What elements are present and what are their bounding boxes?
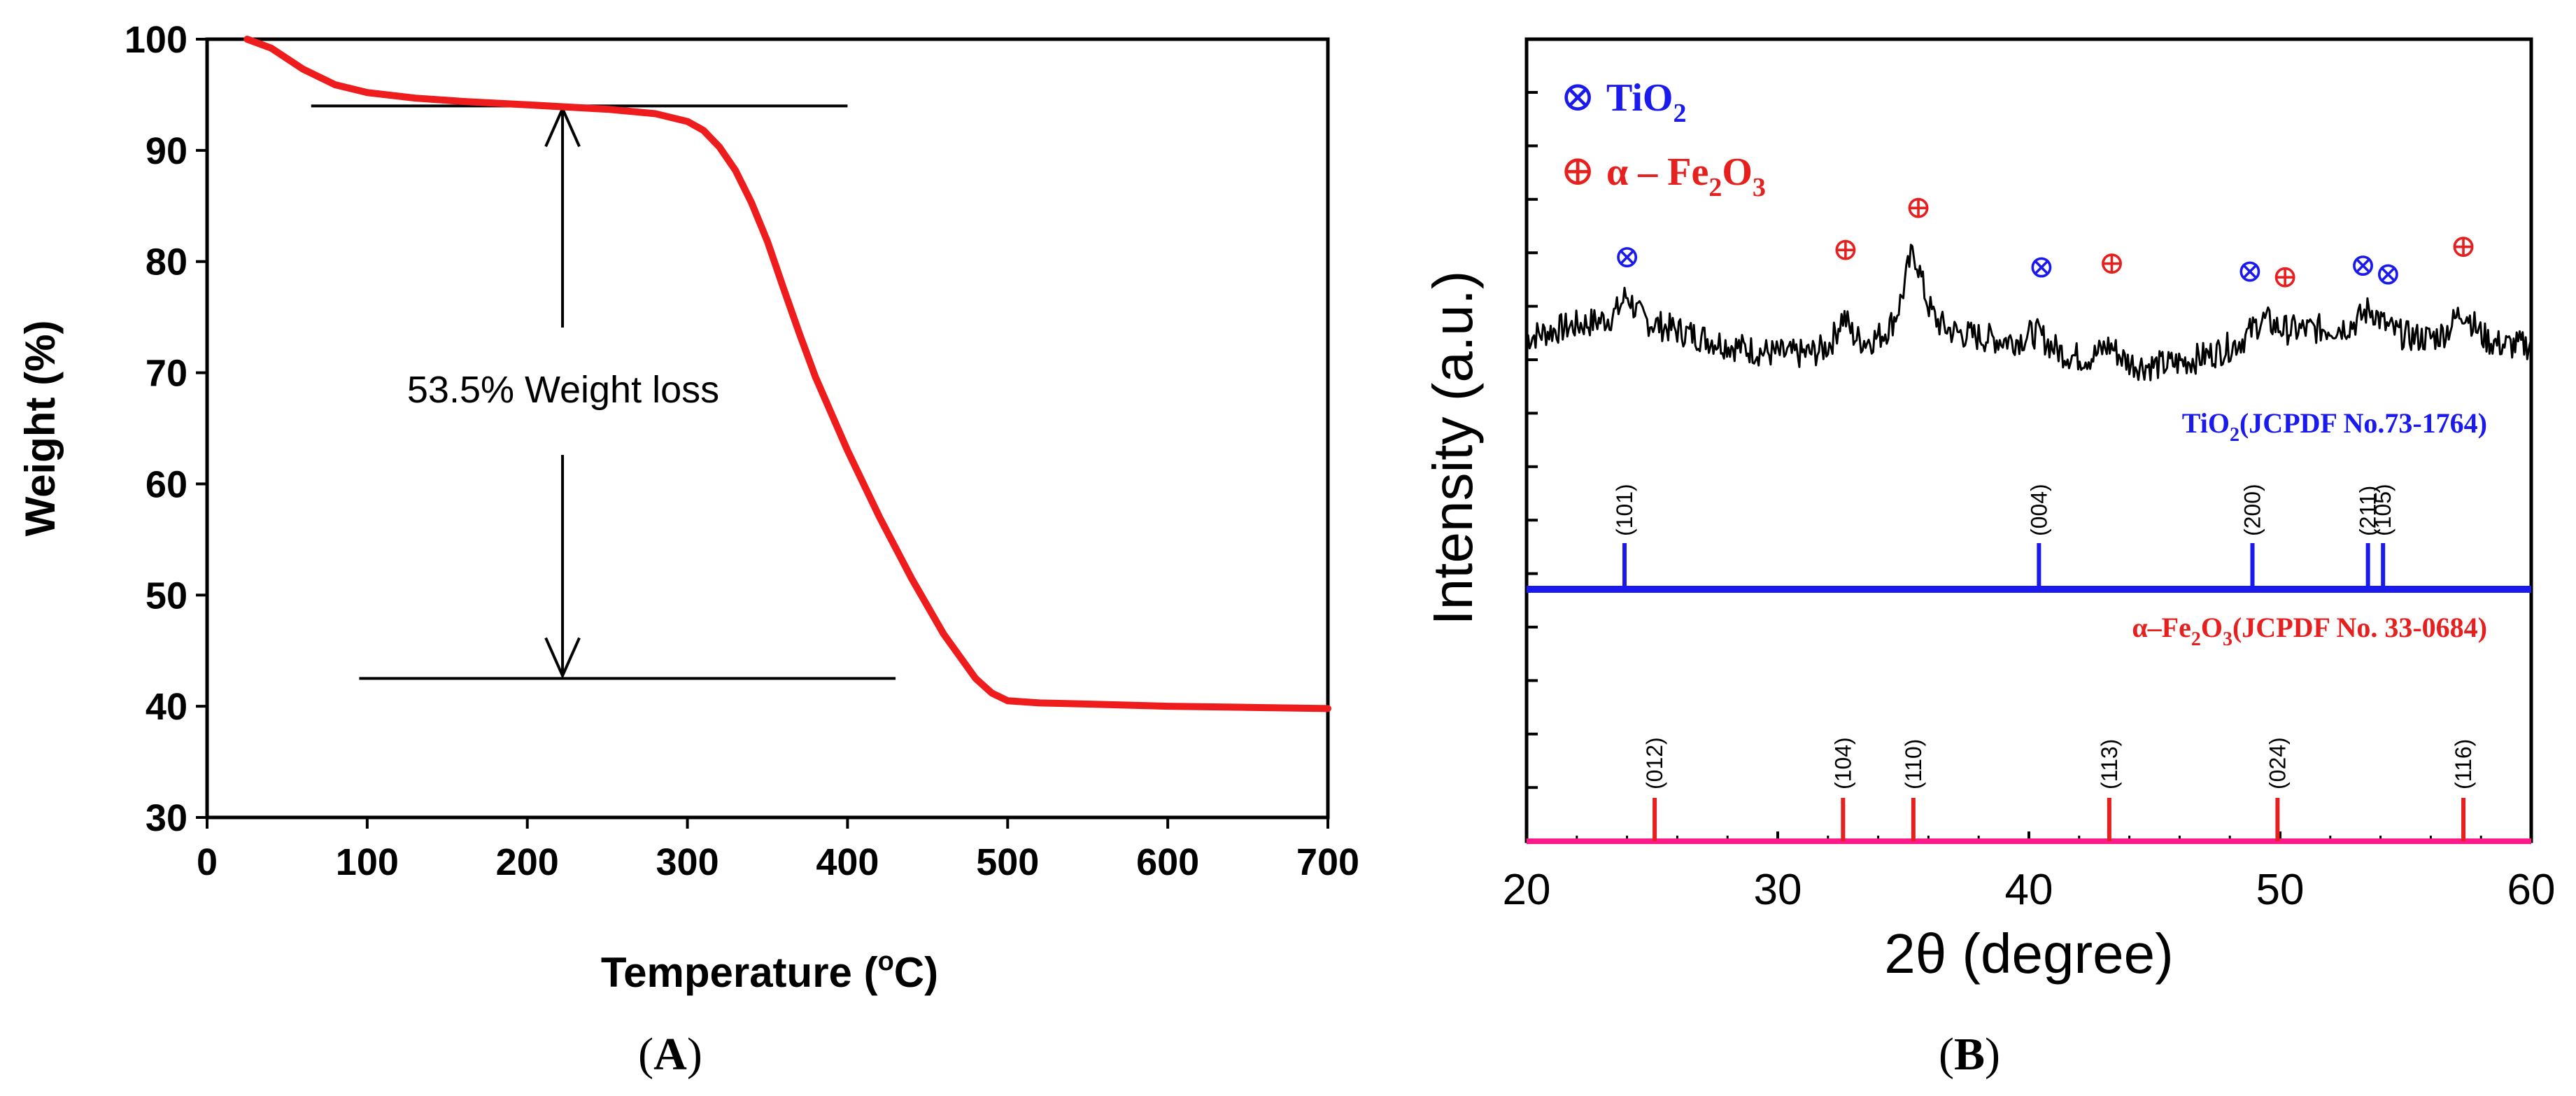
panel-b-x-tick-label: 30: [1754, 866, 1802, 914]
panel-a-x-tick-label: 0: [197, 841, 218, 883]
panel-a-x-tick-label: 500: [976, 841, 1039, 883]
panel-a-y-tick-label: 80: [146, 241, 187, 283]
panel-b-x-tick-label: 40: [2005, 866, 2053, 914]
legend-tio2-label: TiO2: [1606, 76, 1686, 128]
phase-marker-fe2o3: ⊕: [1905, 190, 1932, 225]
phase-marker-fe2o3: ⊕: [1832, 232, 1860, 267]
panel-a-x-tick-label: 600: [1136, 841, 1199, 883]
panel-a-tga-chart: 0 100 200 300 400 500 600 70030405060708090100 …: [17, 19, 1359, 1080]
fe2o3-reference-label: α–Fe2O3(JCPDF No. 33-0684): [2132, 612, 2487, 650]
fe2o3-hkl-label: (104): [1830, 737, 1855, 789]
phase-marker-tio2: ⊗: [2375, 256, 2402, 292]
panel-b-caption: (B): [1939, 1029, 2000, 1080]
panel-b-x-tick-label: 20: [1503, 866, 1551, 914]
panel-a-y-tick-label: 90: [146, 130, 187, 172]
phase-legend: ⊗ TiO2 ⊕ α – Fe2O3: [1560, 73, 1766, 202]
panel-b-x-axis-label: 2θ (degree): [1884, 922, 2174, 985]
phase-markers: ⊗ ⊕⊕⊗ ⊕ ⊗ ⊕ ⊗⊗⊕: [1613, 190, 2477, 295]
phase-marker-tio2: ⊗: [2237, 253, 2264, 288]
panel-a-x-axis-label: Temperature (oC): [601, 947, 938, 996]
panel-a-x-tick-label: 400: [816, 841, 879, 883]
fe2o3-reference-lines: (012) (104) (110) (113) (024) (116): [1642, 737, 2476, 841]
panel-a-y-tick-label: 100: [125, 19, 187, 61]
panel-b-y-axis-label: Intensity (a.u.): [1422, 271, 1484, 626]
panel-a-x-tick-label: 200: [496, 841, 559, 883]
phase-marker-fe2o3: ⊕: [2098, 245, 2125, 281]
panel-a-x-tick-label: 100: [336, 841, 399, 883]
fe2o3-hkl-label: (113): [2097, 739, 2122, 789]
fe2o3-hkl-label: (024): [2265, 737, 2290, 789]
legend-fe2o3-symbol: ⊕: [1560, 148, 1595, 194]
tio2-hkl-label: (101): [1612, 484, 1637, 536]
arrow-head-down: [544, 637, 581, 680]
phase-marker-fe2o3: ⊕: [2450, 228, 2477, 264]
phase-marker-tio2: ⊗: [1613, 239, 1641, 274]
phase-marker-tio2: ⊗: [2349, 247, 2377, 283]
panel-a-y-tick-label: 30: [146, 797, 187, 839]
legend-fe2o3-label: α – Fe2O3: [1606, 150, 1766, 202]
panel-b-xrd-chart: 20 30 40 50 60 ⊗ TiO2 ⊕ α – Fe2O3 ⊗ ⊕⊕⊗ ⊕ ⊗ ⊕ ⊗⊗⊕…: [1422, 37, 2556, 1080]
fe2o3-hkl-label: (012): [1642, 737, 1667, 789]
panel-a-y-tick-label: 70: [146, 353, 187, 395]
tio2-hkl-label: (200): [2240, 484, 2265, 536]
panel-a-ticks: 0 100 200 300 400 500 600 700 30 40 50 60 70 80 90 100: [125, 19, 1359, 883]
panel-b-x-tick-label: 50: [2256, 866, 2305, 914]
phase-marker-fe2o3: ⊕: [2272, 258, 2299, 294]
tga-curve: [243, 36, 1331, 712]
panel-a-y-tick-label: 60: [146, 463, 187, 505]
fe2o3-hkl-label: (116): [2451, 739, 2476, 789]
panel-b-x-tick-label: 60: [2507, 866, 2556, 914]
panel-a-x-tick-label: 700: [1296, 841, 1359, 883]
legend-tio2-symbol: ⊗: [1560, 73, 1595, 120]
panel-a-y-tick-label: 50: [146, 575, 187, 617]
tio2-hkl-label: (004): [2026, 484, 2051, 536]
fe2o3-hkl-label: (110): [1901, 739, 1926, 789]
panel-a-y-axis-label: Weight (%): [17, 321, 64, 537]
panel-a-x-tick-label: 300: [656, 841, 719, 883]
phase-marker-tio2: ⊗: [2028, 248, 2055, 284]
xrd-pattern-curve: [1525, 244, 2532, 381]
weight-loss-label: 53.5% Weight loss: [407, 369, 719, 411]
tio2-hkl-label: (211): [2356, 486, 2381, 536]
tio2-reference-label: TiO2(JCPDF No.73-1764): [2182, 407, 2487, 446]
panel-a-plot-frame: [205, 37, 1330, 820]
tio2-hkl-label: (105): [2370, 484, 2395, 536]
tio2-reference-lines: (101) (004) (200) (211)(105): [1612, 484, 2395, 589]
panel-a-caption: (A): [638, 1029, 702, 1080]
panel-a-y-tick-label: 40: [146, 686, 187, 728]
